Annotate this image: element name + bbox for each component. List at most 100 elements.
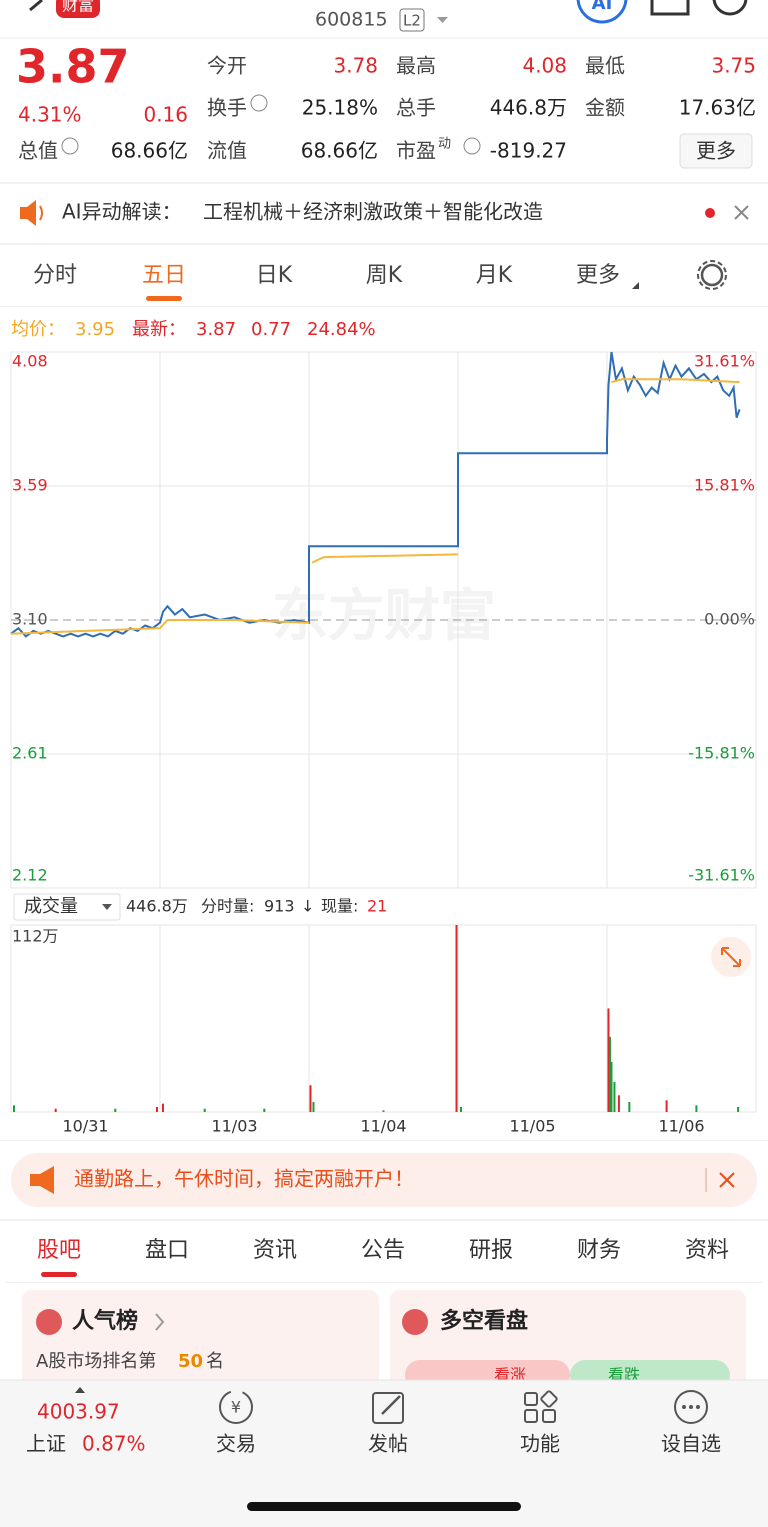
volume-bar: [737, 1106, 740, 1112]
info-tab: 盘口: [145, 1238, 189, 1263]
bottom-item: 交易: [216, 1432, 256, 1456]
avg-line: [10, 378, 740, 635]
volume-frame: [10, 924, 757, 1113]
minute-volume: 913: [264, 897, 295, 916]
promo-close[interactable]: [719, 1172, 735, 1188]
card[interactable]: [22, 1290, 379, 1400]
volume-bar: [156, 1106, 159, 1112]
info-tab: 研报: [469, 1238, 513, 1263]
volume-bar: [382, 1110, 385, 1112]
more-label: 更多: [696, 139, 736, 163]
volume-selector: 成交量: [24, 896, 78, 917]
y-tick-label: 3.10: [12, 610, 48, 629]
close-icon[interactable]: [734, 205, 749, 220]
pct-tick-label: 31.61%: [694, 352, 755, 371]
chart-tab: 日K: [256, 263, 293, 288]
field-value: 17.63亿: [679, 96, 756, 120]
change: 0.16: [143, 103, 188, 127]
info-icon: [250, 94, 268, 112]
ai-icon[interactable]: [576, 0, 628, 24]
divider: [0, 306, 768, 307]
date-label: 11/03: [211, 1117, 257, 1136]
field-label: 流值: [207, 139, 247, 163]
now-volume: 21: [367, 897, 387, 916]
trade-icon: [219, 1390, 253, 1424]
divider: [0, 182, 768, 184]
field-sup: 动: [438, 137, 451, 152]
change-pct: 4.31%: [18, 103, 82, 127]
last-pct: 24.84%: [307, 319, 376, 340]
volume-bar: [665, 1100, 668, 1112]
bottom-item: 发帖: [368, 1432, 408, 1456]
volume-bar: [312, 1101, 315, 1112]
home-indicator: [247, 1502, 521, 1511]
level: L2: [403, 12, 421, 30]
back-icon[interactable]: [29, 0, 43, 12]
volume-bar: [263, 1108, 266, 1112]
date-label: 10/31: [62, 1117, 108, 1136]
last-label: 最新：: [132, 319, 186, 340]
pct-tick-label: -15.81%: [688, 744, 755, 763]
minute-label: 分时量:: [201, 897, 254, 916]
settings-teeth: [697, 260, 727, 290]
vs-icon: [402, 1309, 428, 1335]
search-icon[interactable]: [712, 0, 748, 16]
volume-bar: [607, 1008, 610, 1112]
tab-underline: [41, 1272, 77, 1277]
price-chart: 东方财富 4.08 31.61% 3.59 15.81% 3.10 0.00% 2.61 -1…: [10, 351, 757, 889]
megaphone-icon: [30, 1166, 54, 1194]
promo-banner[interactable]: [11, 1153, 757, 1207]
date-label: 11/06: [658, 1117, 704, 1136]
chart-tab: 更多: [576, 263, 620, 288]
more-button[interactable]: [679, 133, 753, 169]
volume-bar: [114, 1108, 117, 1112]
pct-tick-label: 0.00%: [704, 610, 755, 629]
field-label: 最低: [585, 54, 625, 78]
y-tick-label: 2.61: [12, 744, 48, 763]
settings-icon[interactable]: [700, 263, 724, 287]
field-value: 4.08: [522, 54, 567, 78]
stock-code: 600815: [315, 9, 388, 31]
volume-tick-label: 112万: [12, 927, 59, 946]
volume-bar: [161, 1103, 164, 1112]
volume-bar: [617, 1095, 620, 1112]
y-tick-label: 3.59: [12, 476, 48, 495]
field-value: 3.75: [711, 54, 756, 78]
yen-glyph: ¥: [231, 1398, 241, 1417]
function-icon: [524, 1390, 558, 1423]
avg-value: 3.95: [75, 319, 115, 340]
now-label: 现量:: [321, 897, 358, 916]
share-icon[interactable]: [650, 0, 690, 16]
index-pct: 0.87%: [82, 1432, 146, 1456]
last-change: 0.77: [251, 319, 291, 340]
volume-bar: [54, 1108, 57, 1112]
bottom-item: 设自选: [661, 1432, 721, 1456]
speaker-wave: [39, 205, 43, 221]
price-line: [10, 351, 741, 638]
field-label: 总值: [18, 139, 58, 163]
last-value: 3.87: [196, 319, 236, 340]
y-tick-label: 2.12: [12, 866, 48, 885]
volume-chart: 112万 10/31 11/03 11/04 11/05 11/06: [10, 924, 757, 1136]
ai-label: AI: [592, 0, 613, 14]
volume-bar: [628, 1101, 631, 1112]
promo-text: 通勤路上，午休时间，搞定两融开户！: [74, 1167, 414, 1191]
card-title: 多空看盘: [440, 1308, 528, 1334]
badge: 财富: [62, 0, 94, 15]
speaker-icon: [20, 200, 36, 226]
info-icon: [61, 137, 79, 155]
index-value[interactable]: 4003.97: [37, 1400, 120, 1424]
quote-fields: 今开 3.78 最高 4.08 最低 3.75 换手 25.18% 总手 446.8万 金额 17.6…: [18, 54, 756, 163]
unread-dot: [705, 208, 715, 218]
volume-bar: [459, 1106, 462, 1112]
index-name: 上证: [26, 1432, 66, 1456]
divider: [0, 1219, 768, 1221]
info-tab: 财务: [577, 1238, 621, 1263]
selector-box[interactable]: [13, 893, 121, 921]
dropdown-icon[interactable]: [437, 17, 448, 23]
chart-tab: 分时: [33, 263, 77, 288]
avg-label: 均价：: [11, 319, 65, 340]
field-label: 总手: [396, 96, 436, 120]
field-label: 市盈: [396, 139, 436, 163]
